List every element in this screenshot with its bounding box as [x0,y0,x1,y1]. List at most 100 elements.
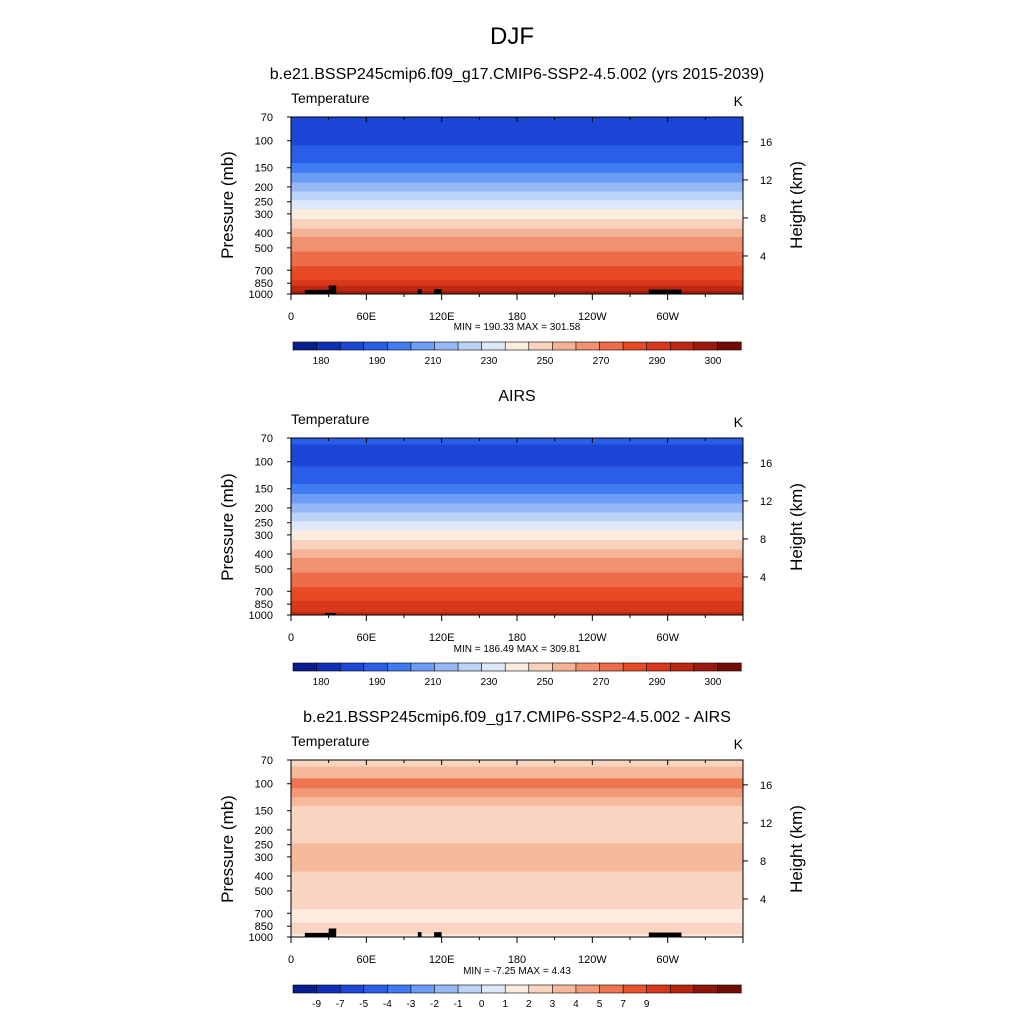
colorbar-label: -5 [359,999,368,1010]
y-tick-label: 250 [255,518,273,530]
land-mask [328,285,337,294]
contour-band [291,444,743,457]
colorbar-swatch [292,341,318,351]
height-tick-label: 12 [760,496,772,508]
y-tick-label: 200 [255,503,273,515]
colorbar-swatch [528,341,553,351]
colorbar-swatch [457,662,483,672]
colorbar-label: 190 [369,356,386,367]
x-tick-label: 120W [578,954,607,966]
colorbar-label: 2 [526,999,532,1010]
colorbar-label: 210 [425,677,442,688]
colorbar-swatch [504,341,530,351]
y-axis-label: Pressure (mb) [218,151,237,259]
colorbar-label: 270 [593,677,610,688]
y-tick-label: 100 [255,136,273,148]
y-tick-label: 300 [255,852,273,864]
colorbar-swatch [575,984,601,994]
colorbar-swatch [434,341,459,351]
panel-right-label: K [734,736,744,752]
colorbar-label: -4 [383,999,392,1010]
colorbar-label: 3 [550,999,556,1010]
colorbar-swatch [599,984,624,994]
contour-band [291,572,743,581]
land-mask [648,932,682,937]
contour-band [291,539,743,551]
colorbar-swatch [292,984,318,994]
contour-band [291,861,743,873]
land-mask [417,289,422,294]
x-tick-label: 120E [429,632,455,644]
contour-band [291,483,743,495]
colorbar-swatch [669,662,695,672]
height-tick-label: 16 [760,137,772,149]
contour-band [291,182,743,193]
y-tick-label: 300 [255,530,273,542]
colorbar-label: 4 [573,999,579,1010]
colorbar-label: 1 [502,999,508,1010]
colorbar-swatch [693,662,719,672]
y-tick-label: 70 [261,112,273,124]
contour-band [291,244,743,253]
contour-band [291,797,743,807]
contour-band [291,852,743,863]
contour-band [291,549,743,559]
x-tick-label: 120W [578,311,607,323]
contour-band [291,191,743,201]
panel-model: b.e21.BSSP245cmip6.f09_g17.CMIP6-SSP2-4.… [218,66,806,367]
panel-stats: MIN = 190.33 MAX = 301.58 [454,322,581,333]
colorbar-swatch [387,662,412,672]
x-tick-label: 60E [357,632,377,644]
x-tick-label: 120E [429,311,455,323]
y-tick-label: 500 [255,564,273,576]
y-tick-label: 100 [255,779,273,791]
y-tick-label: 850 [255,278,273,290]
contour-band [291,778,743,789]
y-tick-label: 1000 [249,610,273,622]
contour-band [291,587,743,595]
contour-band [291,218,743,230]
colorbar-swatch [717,984,742,994]
contour-band [291,594,743,602]
colorbar-swatch [504,662,530,672]
colorbar-label: 210 [425,356,442,367]
colorbar-swatch [363,662,388,672]
land-mask [304,289,335,294]
colorbar-swatch [292,662,318,672]
contour-band [291,612,743,616]
colorbar-swatch [552,984,577,994]
contour-band [291,887,743,896]
contour-band [291,901,743,910]
contour-band [291,579,743,588]
y-tick-label: 500 [255,886,273,898]
colorbar-swatch [410,984,436,994]
contour-band [291,279,743,287]
colorbar-swatch [434,662,459,672]
contour-band [291,200,743,210]
colorbar-label: -1 [454,999,463,1010]
contour-band [291,909,743,917]
panel-right-label: K [734,414,744,430]
colorbar-swatch [646,341,671,351]
y-tick-label: 150 [255,163,273,175]
colorbar-swatch [622,341,648,351]
colorbar-swatch [339,662,365,672]
height-tick-label: 12 [760,818,772,830]
y-tick-label: 500 [255,243,273,255]
y-tick-label: 850 [255,599,273,611]
x-tick-label: 60W [656,632,679,644]
contour-band [291,530,743,541]
colorbar-swatch [575,341,601,351]
y-tick-label: 300 [255,209,273,221]
contour-band [291,600,743,608]
height-tick-label: 4 [760,894,766,906]
colorbar-swatch [339,341,365,351]
y-tick-label: 850 [255,921,273,933]
colorbar-label: 300 [705,677,722,688]
contour-band [291,285,743,292]
land-mask [434,289,442,294]
y-tick-label: 250 [255,197,273,209]
contour-band [291,291,743,295]
colorbar-swatch [363,984,388,994]
y-axis-label-right: Height (km) [787,483,806,571]
